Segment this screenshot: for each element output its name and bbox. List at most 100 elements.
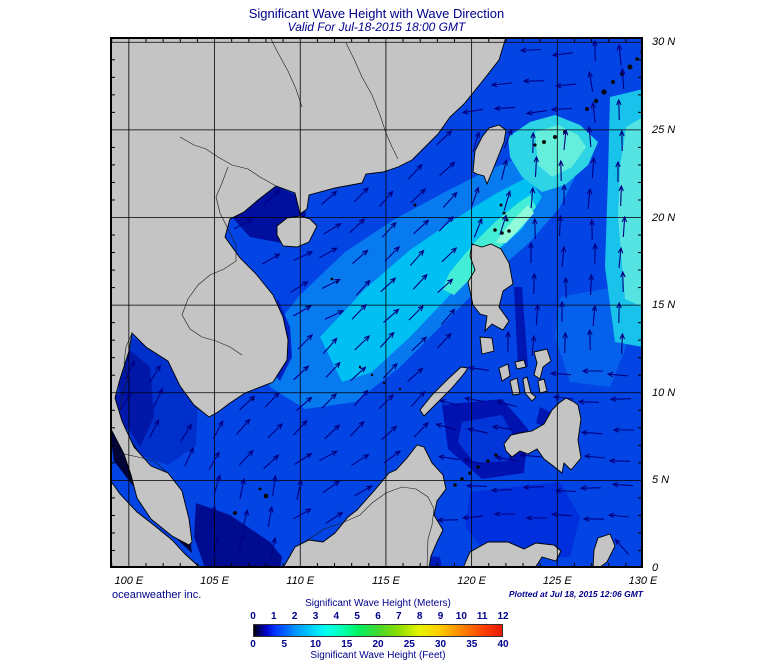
wave-direction-arrow xyxy=(436,332,452,349)
legend-meters-tick: 8 xyxy=(416,611,423,622)
legend-feet-tick: 40 xyxy=(497,639,509,650)
wave-direction-arrow xyxy=(381,221,397,238)
wave-direction-arrow xyxy=(619,332,626,355)
wave-direction-arrow xyxy=(612,427,634,433)
wave-direction-arrow xyxy=(322,480,341,494)
plotted-timestamp: Plotted at Jul 18, 2015 12:06 GMT xyxy=(508,589,643,599)
wave-direction-arrow xyxy=(264,189,281,205)
wave-direction-arrow xyxy=(212,419,224,440)
wave-direction-arrow xyxy=(242,509,249,530)
wave-direction-arrow xyxy=(607,512,629,519)
country-borders xyxy=(119,36,435,569)
wave-direction-arrow xyxy=(353,186,370,203)
legend-meters-tick: 11 xyxy=(476,611,488,622)
wave-direction-arrow xyxy=(408,304,425,321)
wave-direction-arrow xyxy=(290,280,309,293)
wave-direction-arrow xyxy=(436,130,453,146)
wave-direction-arrow xyxy=(235,418,251,435)
legend-meters-tick: 0 xyxy=(250,611,256,622)
wave-direction-arrow xyxy=(439,161,456,177)
wave-direction-arrow xyxy=(381,425,398,441)
wave-direction-arrow xyxy=(616,301,622,324)
latlon-grid xyxy=(110,37,643,568)
wave-direction-arrow xyxy=(407,163,423,180)
wave-direction-arrow xyxy=(442,191,458,208)
wave-direction-arrow xyxy=(611,481,634,488)
wave-direction-arrow xyxy=(589,218,595,241)
y-axis-tick-label: 15 N xyxy=(652,299,676,312)
wave-direction-arrow xyxy=(267,423,284,439)
wave-direction-arrow xyxy=(264,391,280,408)
wave-direction-arrow xyxy=(619,67,626,90)
wave-direction-arrow xyxy=(352,249,369,265)
wave-direction-arrow xyxy=(350,366,367,382)
wave-direction-arrow xyxy=(621,215,628,238)
wave-direction-arrow xyxy=(560,245,567,268)
wave-direction-arrow xyxy=(383,308,400,324)
wave-direction-arrow xyxy=(580,429,603,436)
wave-direction-arrow xyxy=(590,101,597,123)
wave-direction-arrow xyxy=(382,362,398,379)
x-axis-tick-label: 130 E xyxy=(628,575,658,587)
wave-direction-arrow xyxy=(239,395,256,411)
valid-time-subtitle: Valid For Jul-18-2015 18:00 GMT xyxy=(287,20,466,34)
wave-direction-arrow xyxy=(588,273,595,296)
wave-direction-arrow xyxy=(617,246,624,268)
wave-direction-arrow xyxy=(558,159,564,182)
wave-direction-arrow xyxy=(490,487,513,493)
legend-feet-tick: 35 xyxy=(466,639,478,650)
wave-direction-arrow xyxy=(581,368,603,374)
wave-direction-arrow xyxy=(440,308,456,325)
wave-direction-arrow xyxy=(293,251,314,261)
y-axis-tick-label: 5 N xyxy=(652,474,670,487)
map-border xyxy=(110,37,643,568)
wave-direction-arrow xyxy=(380,277,397,293)
wave-direction-arrow xyxy=(378,394,395,410)
legend-feet-tick: 0 xyxy=(250,639,256,650)
wave-direction-arrow xyxy=(149,418,160,439)
legend-meters-tick: 4 xyxy=(333,611,340,622)
wave-direction-arrow xyxy=(379,331,395,348)
wave-direction-arrow xyxy=(437,454,459,461)
wave-direction-arrow xyxy=(490,81,512,88)
wave-direction-arrow xyxy=(531,272,537,295)
wave-direction-arrow xyxy=(615,160,621,182)
legend-meters-tick: 9 xyxy=(437,611,444,622)
wave-direction-arrow xyxy=(505,330,511,353)
wave-direction-arrow xyxy=(180,423,193,442)
wave-direction-arrow xyxy=(441,247,458,263)
wave-direction-arrow xyxy=(270,536,277,558)
legend-feet-tick: 5 xyxy=(281,639,288,650)
wave-direction-arrow xyxy=(551,51,573,58)
wave-direction-arrow xyxy=(465,483,488,489)
wave-direction-arrow xyxy=(525,515,547,521)
wave-direction-arrow xyxy=(499,214,508,235)
wave-direction-arrow xyxy=(562,128,569,150)
wave-direction-arrow xyxy=(239,477,246,499)
legend-title-feet: Significant Wave Height (Feet) xyxy=(310,650,446,661)
wave-direction-arrow xyxy=(324,310,345,320)
wave-direction-arrow xyxy=(351,453,370,466)
y-axis-tick-label: 30 N xyxy=(652,36,676,49)
wave-height-map xyxy=(109,36,644,569)
wave-direction-arrow xyxy=(522,484,545,490)
wave-direction-arrow xyxy=(496,399,517,408)
wave-direction-arrow xyxy=(149,364,162,383)
legend-feet-tick: 10 xyxy=(309,639,322,650)
wave-direction-arrow xyxy=(503,190,512,211)
wave-direction-arrow xyxy=(354,485,373,497)
wave-direction-arrow xyxy=(552,394,574,401)
wave-direction-arrow xyxy=(436,517,459,523)
legend-meters-tick: 12 xyxy=(497,611,509,622)
wave-direction-arrow xyxy=(559,300,565,322)
wave-direction-arrow xyxy=(530,334,537,356)
wave-direction-arrow xyxy=(550,511,573,518)
wave-direction-arrow xyxy=(591,304,598,327)
wave-direction-arrow xyxy=(525,110,547,116)
wave-direction-arrow xyxy=(237,533,246,554)
wave-direction-arrow xyxy=(609,396,632,402)
wave-direction-arrow xyxy=(467,365,489,371)
wave-direction-arrow xyxy=(614,538,630,555)
wave-direction-arrow xyxy=(210,504,217,526)
wave-direction-arrow xyxy=(554,82,577,89)
